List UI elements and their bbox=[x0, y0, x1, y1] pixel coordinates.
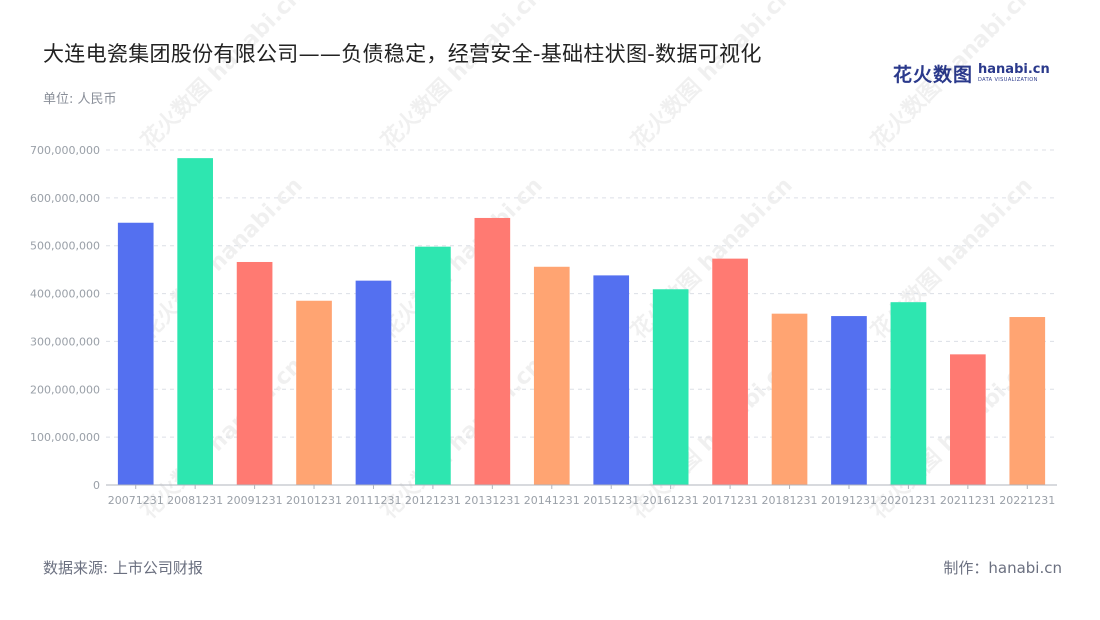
bar-20121231 bbox=[415, 246, 451, 485]
y-tick-label: 400,000,000 bbox=[30, 288, 100, 301]
logo-en-block: hanabi.cn DATA VISUALIZATION bbox=[978, 63, 1050, 84]
bars bbox=[117, 158, 1046, 485]
y-tick-label: 200,000,000 bbox=[30, 383, 100, 396]
y-tick-label: 700,000,000 bbox=[30, 144, 100, 157]
x-tick-label: 20141231 bbox=[524, 494, 580, 507]
bar-20151231 bbox=[593, 275, 630, 485]
bar-20071231 bbox=[117, 222, 154, 485]
x-tick-label: 20101231 bbox=[286, 494, 342, 507]
watermark-text: 花火数图 hanabi.cn bbox=[376, 352, 548, 524]
logo-en-text: hanabi.cn bbox=[978, 62, 1050, 77]
bar-20111231 bbox=[355, 280, 392, 485]
x-tick-label: 20201231 bbox=[880, 494, 936, 507]
bar-20101231 bbox=[296, 300, 332, 485]
bar-20161231 bbox=[652, 289, 689, 485]
bar-20221231 bbox=[1009, 317, 1046, 485]
y-axis-ticks: 0 100,000,000 200,000,000 300,000,000 400,00… bbox=[30, 144, 100, 492]
watermark-text: 花火数图 hanabi.cn bbox=[626, 0, 798, 154]
unit-label: 单位: 人民币 bbox=[43, 92, 117, 107]
logo-cn-text: 花火数图 bbox=[893, 64, 974, 86]
bar-20181231 bbox=[771, 313, 808, 485]
x-tick-label: 20121231 bbox=[405, 494, 461, 507]
chart-title: 大连电瓷集团股份有限公司——负债稳定，经营安全-基础柱状图-数据可视化 bbox=[43, 42, 762, 66]
bar-20191231 bbox=[831, 316, 867, 485]
maker-credit: 制作：hanabi.cn bbox=[943, 559, 1062, 577]
logo-en-subtext: DATA VISUALIZATION bbox=[978, 77, 1038, 83]
x-tick-label: 20211231 bbox=[940, 494, 996, 507]
x-tick-label: 20221231 bbox=[999, 494, 1055, 507]
x-tick-label: 20161231 bbox=[643, 494, 699, 507]
y-tick-label: 0 bbox=[93, 479, 100, 492]
x-tick-label: 20181231 bbox=[762, 494, 818, 507]
bar-20091231 bbox=[236, 261, 273, 485]
x-tick-label: 20091231 bbox=[227, 494, 283, 507]
watermark-text: 花火数图 hanabi.cn bbox=[866, 0, 1038, 154]
x-tick-label: 20111231 bbox=[345, 494, 401, 507]
watermark-text: 花火数图 hanabi.cn bbox=[136, 0, 308, 154]
x-tick-label: 20131231 bbox=[464, 494, 520, 507]
brand-logo: 花火数图 hanabi.cn DATA VISUALIZATION bbox=[893, 60, 1050, 87]
y-tick-label: 300,000,000 bbox=[30, 335, 100, 348]
x-tick-label: 20081231 bbox=[167, 494, 223, 507]
watermark-text: 花火数图 hanabi.cn bbox=[376, 0, 548, 154]
x-tick-label: 20071231 bbox=[108, 494, 164, 507]
bar-20171231 bbox=[712, 258, 748, 485]
y-tick-label: 100,000,000 bbox=[30, 431, 100, 444]
x-axis-ticks: 20071231 20081231 20091231 20101231 20111231… bbox=[108, 485, 1055, 507]
bar-20131231 bbox=[474, 217, 511, 485]
y-tick-label: 500,000,000 bbox=[30, 240, 100, 253]
x-tick-label: 20171231 bbox=[702, 494, 758, 507]
x-tick-label: 20151231 bbox=[583, 494, 639, 507]
bar-20141231 bbox=[533, 266, 570, 485]
bar-20211231 bbox=[950, 354, 986, 485]
bar-20201231 bbox=[890, 302, 927, 485]
x-tick-label: 20191231 bbox=[821, 494, 877, 507]
y-tick-label: 600,000,000 bbox=[30, 192, 100, 205]
data-source: 数据来源: 上市公司财报 bbox=[43, 559, 203, 577]
bar-20081231 bbox=[177, 158, 213, 485]
